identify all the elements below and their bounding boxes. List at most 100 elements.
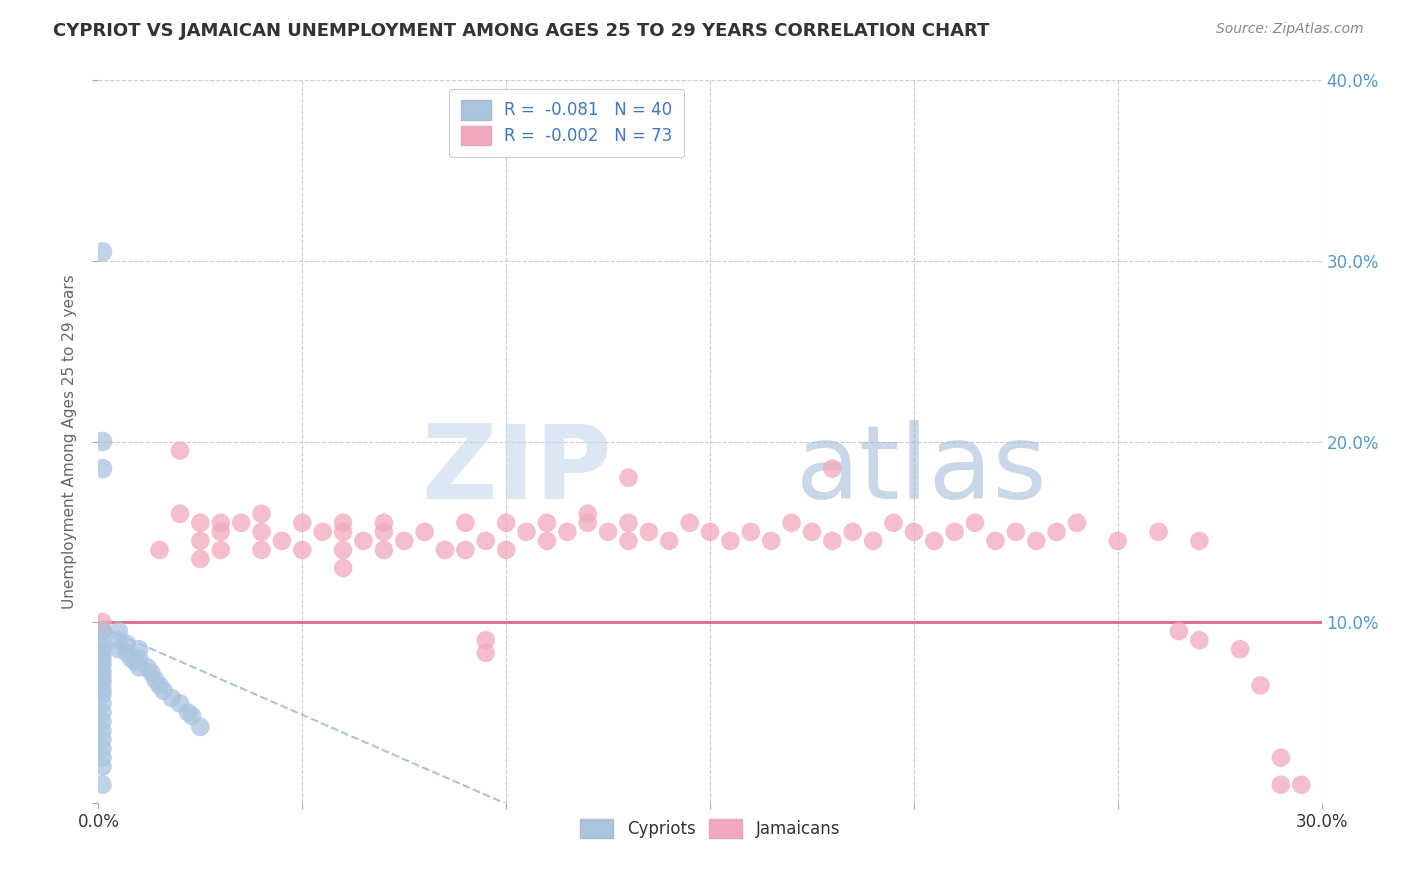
Point bbox=[91, 732, 114, 747]
Point bbox=[270, 533, 294, 548]
Point bbox=[108, 642, 131, 657]
Text: atlas: atlas bbox=[796, 420, 1047, 521]
Point bbox=[115, 646, 138, 660]
Point bbox=[474, 633, 498, 648]
Point bbox=[91, 244, 114, 259]
Point bbox=[413, 524, 436, 539]
Point bbox=[120, 651, 142, 665]
Text: Source: ZipAtlas.com: Source: ZipAtlas.com bbox=[1216, 22, 1364, 37]
Point bbox=[91, 681, 114, 696]
Point bbox=[922, 533, 945, 548]
Point bbox=[250, 524, 273, 539]
Text: CYPRIOT VS JAMAICAN UNEMPLOYMENT AMONG AGES 25 TO 29 YEARS CORRELATION CHART: CYPRIOT VS JAMAICAN UNEMPLOYMENT AMONG A… bbox=[53, 22, 990, 40]
Point bbox=[699, 524, 721, 539]
Point bbox=[1147, 524, 1170, 539]
Point bbox=[454, 516, 477, 530]
Point bbox=[250, 542, 273, 557]
Point bbox=[761, 533, 783, 548]
Point bbox=[617, 533, 640, 548]
Point bbox=[108, 624, 131, 639]
Point bbox=[188, 552, 212, 566]
Point bbox=[617, 516, 640, 530]
Point bbox=[740, 524, 762, 539]
Point bbox=[209, 524, 232, 539]
Point bbox=[943, 524, 966, 539]
Point bbox=[145, 673, 167, 687]
Point bbox=[291, 542, 314, 557]
Point bbox=[91, 750, 114, 764]
Point bbox=[149, 678, 172, 692]
Point bbox=[536, 516, 558, 530]
Point bbox=[91, 669, 114, 683]
Point bbox=[495, 542, 517, 557]
Point bbox=[576, 507, 599, 521]
Point bbox=[801, 524, 824, 539]
Point bbox=[181, 709, 204, 723]
Point bbox=[1270, 750, 1292, 764]
Point bbox=[1045, 524, 1069, 539]
Point bbox=[1249, 678, 1271, 692]
Point bbox=[128, 651, 150, 665]
Point bbox=[780, 516, 803, 530]
Point bbox=[883, 516, 905, 530]
Point bbox=[250, 507, 273, 521]
Point bbox=[965, 516, 987, 530]
Point bbox=[91, 657, 114, 671]
Point bbox=[821, 461, 844, 475]
Point bbox=[598, 524, 620, 539]
Point bbox=[91, 714, 114, 729]
Point bbox=[718, 533, 742, 548]
Point bbox=[332, 516, 354, 530]
Point bbox=[91, 640, 114, 655]
Point bbox=[124, 655, 146, 669]
Point bbox=[231, 516, 253, 530]
Point bbox=[91, 760, 114, 774]
Point bbox=[332, 524, 354, 539]
Point bbox=[91, 624, 114, 639]
Point bbox=[576, 516, 599, 530]
Point bbox=[1188, 633, 1211, 648]
Point bbox=[209, 516, 232, 530]
Point bbox=[617, 471, 640, 485]
Point bbox=[332, 542, 354, 557]
Point bbox=[108, 633, 131, 648]
Point bbox=[160, 691, 183, 706]
Point bbox=[188, 533, 212, 548]
Point bbox=[1229, 642, 1251, 657]
Point bbox=[188, 720, 212, 734]
Point bbox=[862, 533, 884, 548]
Point bbox=[373, 542, 395, 557]
Legend: Cypriots, Jamaicans: Cypriots, Jamaicans bbox=[574, 813, 846, 845]
Point bbox=[291, 516, 314, 530]
Y-axis label: Unemployment Among Ages 25 to 29 years: Unemployment Among Ages 25 to 29 years bbox=[62, 274, 77, 609]
Point bbox=[91, 461, 114, 475]
Point bbox=[91, 615, 114, 630]
Point bbox=[474, 533, 498, 548]
Point bbox=[332, 561, 354, 575]
Point bbox=[91, 706, 114, 720]
Point bbox=[536, 533, 558, 548]
Point bbox=[1167, 624, 1189, 639]
Point bbox=[91, 434, 114, 449]
Point bbox=[637, 524, 661, 539]
Point bbox=[903, 524, 925, 539]
Point bbox=[658, 533, 681, 548]
Point bbox=[1004, 524, 1026, 539]
Point bbox=[821, 533, 844, 548]
Point bbox=[1025, 533, 1047, 548]
Point bbox=[841, 524, 863, 539]
Point bbox=[516, 524, 538, 539]
Point bbox=[91, 651, 114, 665]
Point bbox=[209, 542, 232, 557]
Point bbox=[169, 507, 191, 521]
Point bbox=[91, 674, 114, 689]
Point bbox=[679, 516, 702, 530]
Point bbox=[434, 542, 457, 557]
Point bbox=[1066, 516, 1088, 530]
Point bbox=[373, 516, 395, 530]
Point bbox=[373, 524, 395, 539]
Point bbox=[91, 664, 114, 678]
Point bbox=[1270, 778, 1292, 792]
Point bbox=[392, 533, 416, 548]
Point bbox=[984, 533, 1007, 548]
